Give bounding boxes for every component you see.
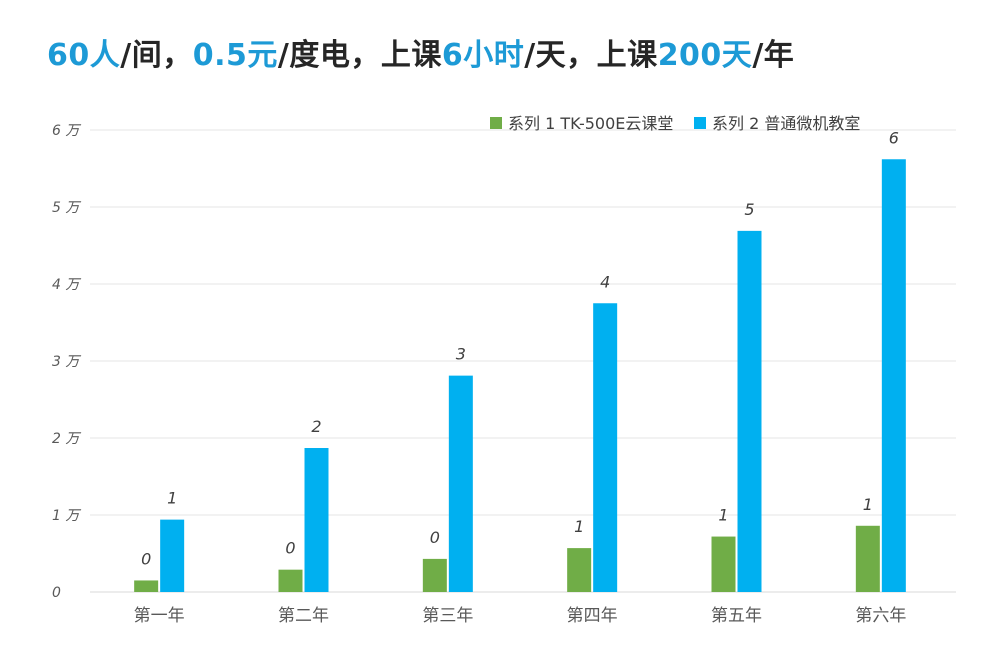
data-label-series2: 3 [456, 345, 466, 364]
legend-label-series2: 系列 2 普通微机教室 [712, 114, 860, 133]
title-part: 6小时 [441, 38, 525, 73]
bar-series2 [160, 519, 185, 592]
gridlines [90, 129, 956, 593]
bar-series2 [304, 448, 329, 592]
legend-swatch-series1 [490, 117, 502, 129]
y-tick-label: 1 万 [52, 508, 81, 524]
data-label-series2: 1 [167, 489, 177, 508]
bar-series1 [567, 548, 592, 592]
bar-series2 [737, 230, 762, 592]
y-tick-label: 4 万 [52, 277, 81, 293]
bar-series2 [593, 303, 618, 592]
legend: 系列 1 TK-500E云课堂 系列 2 普通微机教室 [490, 114, 860, 133]
data-label-series1: 0 [141, 549, 151, 568]
bar-series1 [422, 558, 447, 592]
y-tick-label: 0 [52, 585, 61, 601]
title-part: 200天 [657, 38, 753, 73]
x-category-label: 第五年 [711, 606, 762, 626]
data-labels: 0 1 0 2 0 3 1 4 1 5 1 6 [141, 128, 899, 568]
title-part: /年 [752, 38, 795, 73]
bar-series1 [855, 525, 880, 592]
y-tick-label: 3 万 [52, 354, 81, 370]
y-tick-label: 2 万 [52, 431, 81, 447]
title-part: /天，上课 [524, 38, 658, 73]
data-label-series2: 5 [744, 200, 754, 219]
data-label-series1: 1 [718, 506, 728, 525]
legend-swatch-series2 [694, 117, 706, 129]
data-label-series2: 2 [311, 417, 321, 436]
y-tick-label: 5 万 [52, 200, 81, 216]
y-tick-label: 6 万 [52, 123, 81, 139]
data-label-series1: 1 [574, 517, 584, 536]
x-category-label: 第一年 [134, 606, 185, 626]
x-category-label: 第四年 [567, 606, 618, 626]
bar-series2 [448, 375, 473, 592]
legend-label-series1: 系列 1 TK-500E云课堂 [508, 114, 673, 133]
title-part: 0.5元 [192, 38, 278, 73]
data-label-series2: 4 [600, 272, 610, 291]
y-axis-ticks: 0 1 万 2 万 3 万 4 万 5 万 6 万 [52, 123, 81, 601]
title-part: /间， [120, 38, 193, 73]
bar-series1 [711, 536, 736, 592]
title-part: 60人 [47, 38, 121, 73]
x-category-label: 第三年 [422, 606, 473, 626]
bar-series2 [881, 159, 906, 592]
bar-series1 [278, 569, 303, 592]
chart-title: 60人/间，0.5元/度电，上课6小时/天，上课200天/年 [47, 30, 794, 74]
data-label-series2: 6 [889, 128, 899, 147]
bars [134, 159, 906, 592]
title-part: /度电，上课 [277, 38, 442, 73]
x-category-label: 第六年 [855, 606, 906, 626]
data-label-series1: 0 [430, 528, 440, 547]
x-axis-categories: 第一年 第二年 第三年 第四年 第五年 第六年 [134, 606, 907, 626]
bar-series1 [134, 580, 159, 592]
x-category-label: 第二年 [278, 606, 329, 626]
data-label-series1: 0 [285, 539, 295, 558]
data-label-series1: 1 [863, 495, 873, 514]
